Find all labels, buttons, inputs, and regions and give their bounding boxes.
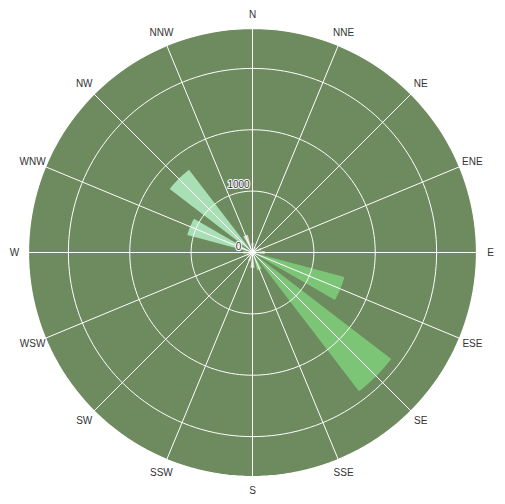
svg-text:SE: SE bbox=[414, 415, 428, 426]
svg-text:NNE: NNE bbox=[333, 27, 354, 38]
svg-text:ENE: ENE bbox=[462, 156, 483, 167]
svg-text:NE: NE bbox=[414, 78, 428, 89]
svg-text:E: E bbox=[487, 247, 494, 258]
svg-text:NW: NW bbox=[76, 78, 93, 89]
svg-text:SSW: SSW bbox=[150, 467, 173, 478]
svg-text:WNW: WNW bbox=[20, 156, 47, 167]
svg-text:1000: 1000 bbox=[227, 179, 250, 190]
svg-text:SSE: SSE bbox=[334, 467, 354, 478]
svg-text:W: W bbox=[10, 247, 20, 258]
svg-text:WSW: WSW bbox=[20, 338, 46, 349]
svg-text:SW: SW bbox=[76, 415, 93, 426]
svg-text:N: N bbox=[249, 9, 256, 20]
svg-text:ESE: ESE bbox=[462, 338, 482, 349]
svg-text:0: 0 bbox=[236, 241, 242, 252]
svg-text:S: S bbox=[249, 485, 256, 496]
svg-text:NNW: NNW bbox=[149, 27, 173, 38]
